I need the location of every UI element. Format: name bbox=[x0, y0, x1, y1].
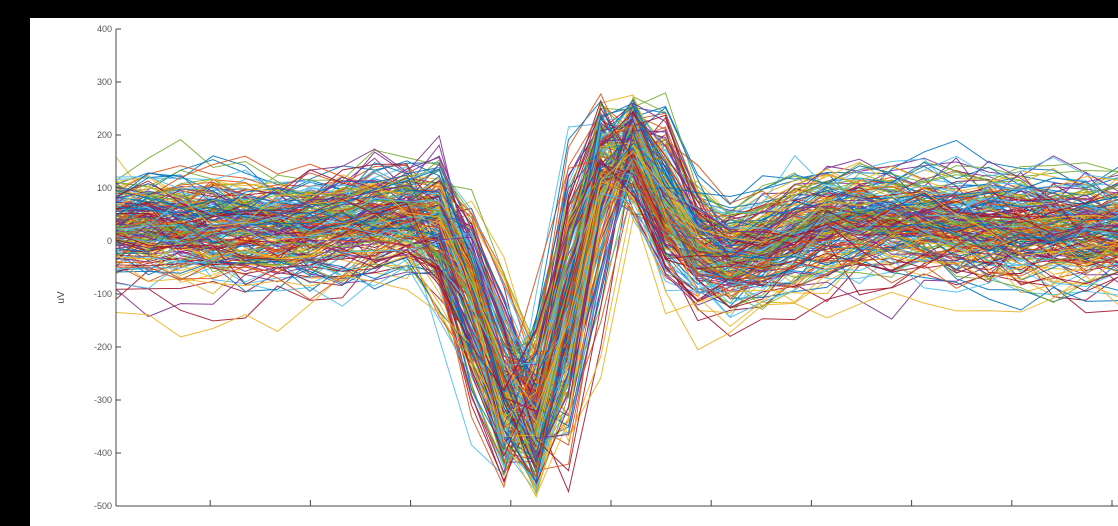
waveform-series-line bbox=[115, 100, 1118, 451]
waveform-series-line bbox=[115, 139, 1118, 354]
plot-panel: 400 300 200 100 0 -100 -200 -300 -400 -500 uV bbox=[30, 18, 1118, 526]
waveform-series-line bbox=[115, 161, 1118, 391]
waveform-series-line bbox=[115, 150, 1118, 411]
waveform-series-line bbox=[115, 138, 1118, 399]
waveform-lines bbox=[115, 92, 1118, 498]
y-tick-label: -300 bbox=[94, 395, 112, 405]
waveform-series-line bbox=[115, 146, 1118, 427]
y-tick-label: -500 bbox=[94, 501, 112, 511]
waveform-series-line bbox=[115, 102, 1118, 464]
axes: 400 300 200 100 0 -100 -200 -300 -400 -500 bbox=[94, 24, 1118, 511]
y-tick-label: 400 bbox=[97, 24, 112, 34]
waveform-series-line bbox=[115, 129, 1118, 439]
y-tick-label: 100 bbox=[97, 183, 112, 193]
waveform-series-line bbox=[115, 192, 1118, 367]
waveform-series-line bbox=[115, 124, 1118, 477]
waveform-series-line bbox=[115, 155, 1118, 376]
waveform-chart: 400 300 200 100 0 -100 -200 -300 -400 -500 uV bbox=[56, 24, 1118, 511]
waveform-series-line bbox=[116, 165, 1118, 403]
waveform-series-line bbox=[115, 107, 1118, 458]
y-axis-title: uV bbox=[56, 291, 67, 304]
waveform-series-line bbox=[115, 165, 1118, 363]
waveform-series-line bbox=[115, 110, 1118, 469]
y-tick-label: 200 bbox=[97, 130, 112, 140]
y-tick-label: -400 bbox=[94, 448, 112, 458]
waveform-series-line bbox=[115, 105, 1118, 483]
waveform-series-line bbox=[115, 106, 1118, 460]
y-tick-label: -200 bbox=[94, 342, 112, 352]
waveform-series-line bbox=[115, 158, 1118, 392]
waveform-series-line bbox=[115, 114, 1118, 459]
waveform-series-line bbox=[115, 138, 1118, 366]
y-tick-label: 0 bbox=[107, 236, 112, 246]
y-ticks: 400 300 200 100 0 -100 -200 -300 -400 -500 bbox=[94, 24, 121, 511]
x-ticks bbox=[209, 500, 1113, 506]
waveform-series-line bbox=[115, 135, 1118, 498]
waveform-series-line bbox=[115, 141, 1118, 420]
waveform-series-line bbox=[115, 157, 1118, 370]
y-tick-label: 300 bbox=[97, 77, 112, 87]
waveform-series-line bbox=[115, 163, 1118, 421]
waveform-series-line bbox=[115, 181, 1118, 437]
y-tick-label: -100 bbox=[94, 289, 112, 299]
